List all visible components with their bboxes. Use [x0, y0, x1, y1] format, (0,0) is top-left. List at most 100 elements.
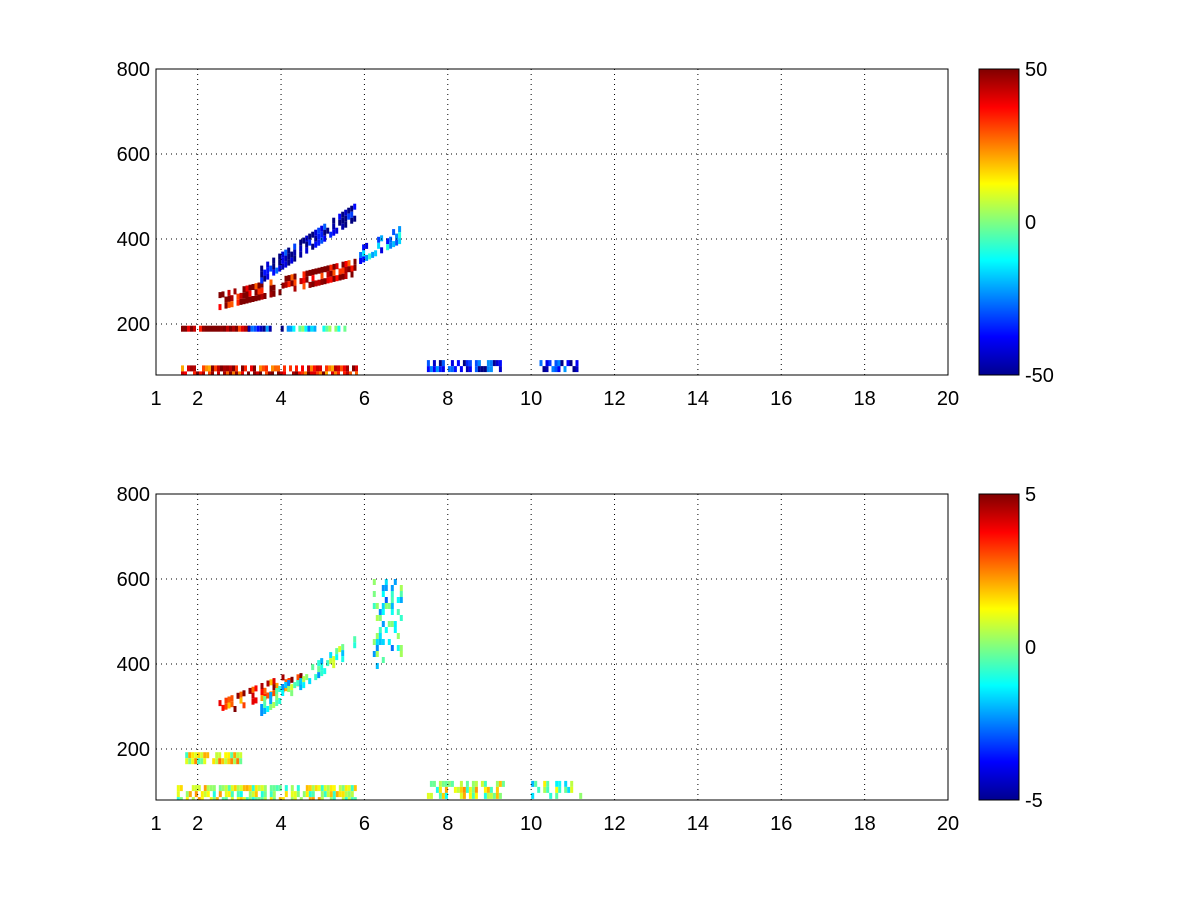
top-heatmap-cell — [332, 229, 336, 236]
bottom-heatmap-cell — [393, 621, 397, 627]
top-heatmap-cell — [477, 366, 481, 373]
bottom-heatmap-cell — [260, 791, 264, 798]
bottom-heatmap-cell — [311, 791, 315, 798]
bottom-heatmap-cell — [305, 785, 309, 792]
top-heatmap-cell — [325, 365, 328, 372]
bottom-y-tick-labels: 200 400 600 800 — [117, 484, 150, 761]
bottom-heatmap-cell — [350, 785, 354, 792]
top-heatmap-cell — [202, 371, 205, 375]
top-heatmap-cell — [311, 231, 315, 238]
top-heatmap-cell — [253, 371, 256, 375]
bottom-heatmap-cell — [254, 685, 258, 692]
top-heatmap-cell — [557, 366, 561, 373]
bottom-heatmap-cell — [378, 633, 382, 639]
bottom-heatmap-cell — [495, 792, 499, 799]
bottom-heatmap-cell — [308, 785, 312, 792]
bottom-heatmap-cell — [260, 710, 264, 716]
bottom-heatmap-cell — [444, 780, 448, 787]
bottom-heatmap-cell — [218, 785, 222, 792]
top-heatmap-cell — [187, 325, 190, 332]
bottom-heatmap-cell — [341, 797, 345, 800]
top-heatmap-cell — [287, 253, 291, 260]
bottom-heatmap-cell — [429, 792, 433, 799]
top-heatmap-cell — [230, 301, 234, 308]
bottom-heatmap-cell — [375, 603, 379, 609]
top-heatmap-cell — [539, 360, 543, 367]
top-heatmap-cell — [287, 281, 291, 288]
top-heatmap-cell — [323, 266, 327, 273]
bottom-heatmap-cell — [329, 785, 333, 792]
bottom-heatmap-cell — [212, 758, 216, 765]
bottom-heatmap-cell — [384, 585, 388, 591]
bottom-heatmap-cell — [218, 758, 222, 765]
top-heatmap-cell — [317, 227, 321, 234]
bottom-heatmap-cell — [435, 786, 439, 793]
bottom-heatmap-cell — [194, 791, 198, 798]
top-heatmap-cell — [236, 299, 240, 306]
bottom-heatmap-cell — [296, 680, 300, 687]
top-heatmap-cell — [320, 237, 324, 244]
top-heatmap-cell — [268, 371, 271, 375]
top-heatmap-cell — [272, 290, 276, 297]
bottom-heatmap-cell — [197, 758, 201, 765]
top-heatmap-cell — [329, 231, 333, 238]
top-heatmap-cell — [205, 325, 208, 332]
top-x-tick-label: 20 — [937, 388, 959, 410]
bottom-colorbar-tick-labels: 5 0 -5 — [1025, 484, 1043, 812]
top-heatmap-cell — [310, 371, 313, 375]
bottom-heatmap-cell — [381, 609, 385, 615]
top-heatmap-cell — [236, 293, 240, 300]
top-heatmap-cell — [353, 264, 357, 271]
bottom-x-tick-label: 1 — [150, 813, 161, 835]
bottom-heatmap-cell — [269, 698, 273, 704]
top-heatmap-cell — [271, 371, 274, 375]
top-heatmap-cell — [292, 371, 295, 375]
bottom-heatmap-cell — [486, 792, 490, 799]
top-heatmap-cell — [551, 366, 555, 373]
top-x-tick-label: 18 — [854, 388, 876, 410]
bottom-heatmap-cell — [459, 780, 463, 787]
bottom-heatmap-cell — [293, 797, 297, 800]
bottom-heatmap-cell — [188, 752, 192, 759]
top-heatmap-cell — [299, 239, 303, 246]
bottom-heatmap-cell — [344, 791, 348, 798]
bottom-heatmap-cell — [393, 579, 397, 585]
bottom-heatmap-cell — [381, 657, 385, 663]
bottom-heatmap-cell — [399, 585, 403, 591]
bottom-heatmap-cell — [375, 663, 379, 669]
bottom-heatmap-cell — [353, 636, 357, 643]
top-heatmap-cell — [498, 366, 502, 373]
top-heatmap-cell — [293, 279, 297, 286]
bottom-heatmap-cell — [230, 695, 234, 702]
bottom-heatmap-cell — [284, 785, 288, 792]
top-heatmap-cell — [305, 270, 309, 277]
top-heatmap-cell — [313, 325, 317, 332]
bottom-heatmap-cell — [384, 579, 388, 585]
bottom-heatmap-cell — [230, 752, 234, 759]
bottom-heatmap-cell — [555, 780, 559, 787]
bottom-heatmap-cell — [498, 792, 502, 799]
bottom-heatmap-cell — [347, 791, 351, 798]
top-heatmap-cell — [224, 302, 228, 309]
top-heatmap-cell — [453, 366, 457, 373]
top-heatmap-cell — [322, 325, 326, 332]
top-x-tick-label: 8 — [442, 388, 453, 410]
bottom-heatmap-cell — [375, 645, 379, 651]
top-heatmap-cell — [314, 280, 318, 287]
bottom-heatmap-cell — [200, 752, 204, 759]
bottom-heatmap-cell — [390, 609, 394, 615]
bottom-heatmap-cell — [326, 791, 330, 798]
top-heatmap-cell — [227, 301, 231, 308]
top-heatmap-cell — [323, 235, 327, 242]
top-x-tick-label: 6 — [359, 388, 370, 410]
bottom-heatmap-cell — [203, 758, 207, 765]
bottom-heatmap-cell — [233, 706, 237, 712]
bottom-heatmap-cell — [263, 791, 267, 798]
top-heatmap-cell — [245, 297, 249, 304]
top-heatmap-cell — [302, 237, 306, 244]
top-heatmap-cell — [308, 233, 312, 240]
bottom-heatmap-cell — [269, 692, 273, 698]
bottom-heatmap-cell — [537, 786, 541, 793]
bottom-heatmap-cell — [269, 797, 273, 800]
bottom-x-tick-label: 20 — [937, 813, 959, 835]
